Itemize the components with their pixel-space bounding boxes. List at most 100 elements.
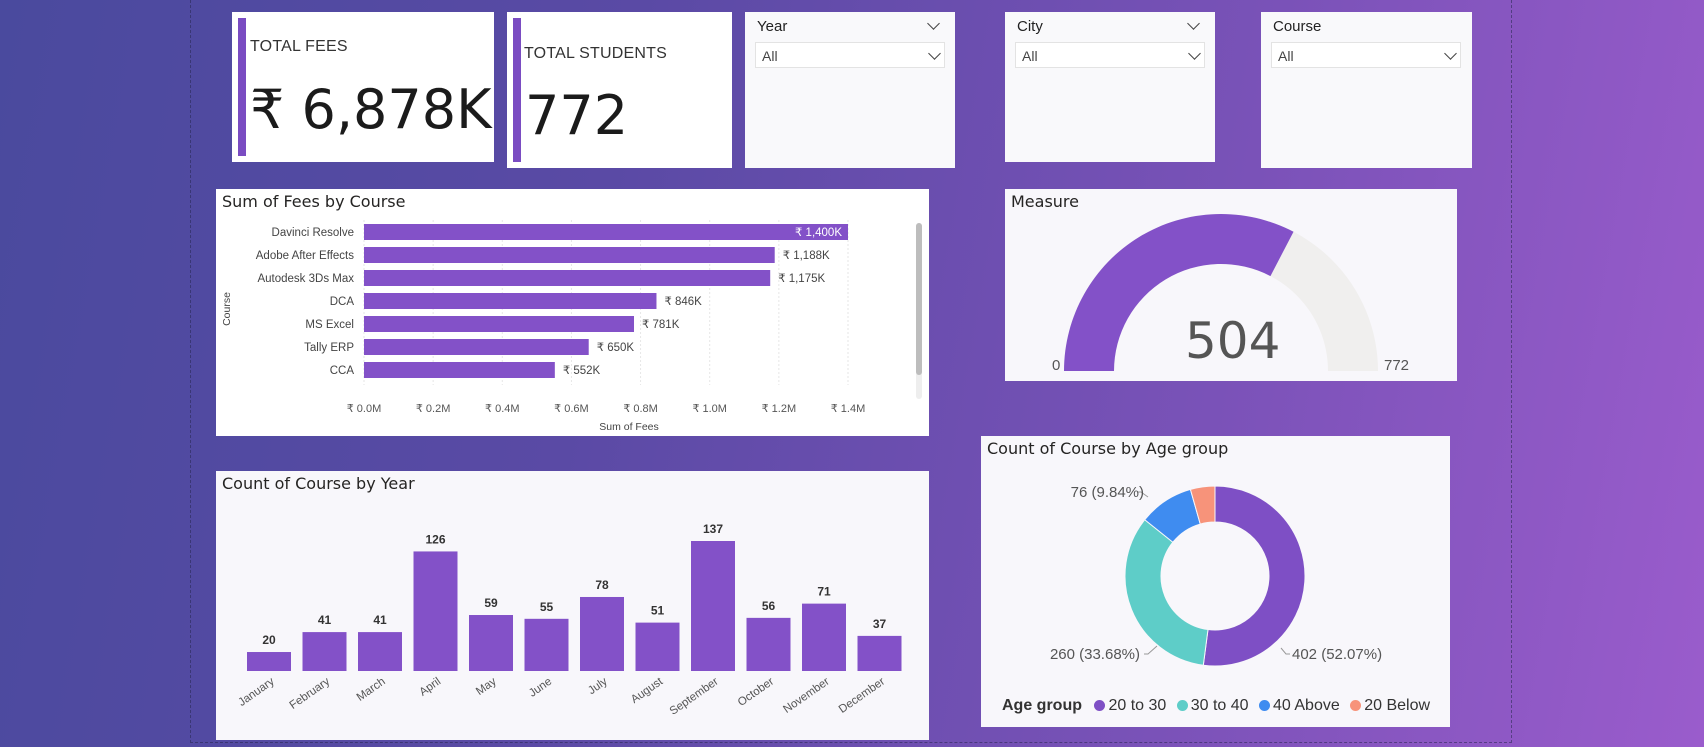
category-label: CCA [330,365,355,377]
age-legend: Age group 20 to 30 30 to 40 40 Above 20 … [1002,697,1430,715]
chevron-down-icon [1188,47,1201,60]
bar [469,615,513,671]
category-label: February [288,675,333,711]
total-students-label: TOTAL STUDENTS [524,45,667,62]
donut-slice [1124,519,1209,666]
city-dropdown-value: All [1022,48,1038,64]
city-slicer-title: City [1017,18,1043,35]
course-dropdown[interactable]: All [1271,42,1461,68]
scrollbar[interactable] [916,223,922,399]
data-label: ₹ 552K [563,365,601,377]
x-tick-label: ₹ 0.0M [347,403,382,415]
bar [364,339,589,355]
donut-slice [1202,485,1306,667]
data-label: 402 (52.07%) [1292,646,1382,663]
category-label: Davinci Resolve [272,227,354,239]
data-label: ₹ 781K [642,319,680,331]
legend-swatch [1259,700,1271,711]
chevron-down-icon[interactable] [927,17,940,30]
city-dropdown[interactable]: All [1015,42,1205,68]
legend-swatch [1094,700,1106,711]
legend-item[interactable]: 30 to 40 [1190,697,1249,714]
gauge-plot [1064,213,1378,371]
data-label: ₹ 1,175K [778,273,825,285]
category-label: December [837,676,887,716]
data-label: 260 (33.68%) [1050,646,1140,663]
x-tick-label: ₹ 0.2M [416,403,451,415]
bar [358,632,402,671]
category-label: Tally ERP [304,342,354,354]
data-label: ₹ 650K [597,342,635,354]
category-label: November [781,676,831,716]
fees-by-course-visual: Sum of Fees by Course ₹ 0.0M ₹ 0.2M ₹ 0.4M… [216,189,929,436]
report-canvas [190,0,1512,743]
x-tick-label: ₹ 0.4M [485,403,520,415]
donut-slice [1189,485,1216,525]
course-by-age-visual: Count of Course by Age group 402 (52.07%… [981,436,1450,727]
kpi-accent-bar [238,18,246,156]
data-label: 126 [425,532,445,546]
bar [580,596,624,671]
course-slicer-title: Course [1273,18,1322,35]
legend-item[interactable]: 40 Above [1273,697,1340,714]
data-label: 56 [762,599,776,613]
category-label: June [527,676,554,700]
bar [364,362,555,378]
bar [524,618,569,671]
data-label: 78 [595,578,609,592]
chevron-down-icon [1444,47,1457,60]
year-slicer: Year All [745,12,955,168]
age-chart-plot: 402 (52.07%) 260 (33.68%) 76 (9.84%) [1050,484,1382,667]
bar [247,652,291,671]
x-tick-label: ₹ 1.4M [831,403,866,415]
total-students-card: TOTAL STUDENTS 772 [507,12,732,168]
data-label: ₹ 1,400K [795,227,842,239]
data-label: ₹ 1,188K [783,250,830,262]
chevron-down-icon[interactable] [1187,17,1200,30]
fees-chart-plot: ₹ 0.0M ₹ 0.2M ₹ 0.4M ₹ 0.6M ₹ 0.8M ₹ 1.0M ₹ 1.… [221,220,866,433]
x-axis-title: Sum of Fees [599,421,659,433]
bar [364,224,848,240]
course-by-year-visual: Count of Course by Year 20 January 41 Febru… [216,471,929,740]
data-label: 51 [651,604,665,618]
bar [364,316,635,332]
data-label: 137 [703,522,723,536]
category-label: March [355,676,388,704]
measure-gauge-visual: Measure 504 0 772 [1005,189,1457,381]
category-label: Adobe After Effects [256,250,354,262]
category-label: April [417,676,443,699]
category-label: October [736,676,777,709]
gauge-min-label: 0 [1052,357,1061,374]
data-label: 55 [540,600,554,614]
bar [857,635,902,671]
course-dropdown-value: All [1278,48,1294,64]
category-label: July [586,675,610,697]
bar [746,617,791,671]
age-chart-title: Count of Course by Age group [987,439,1229,458]
category-label: DCA [330,296,355,308]
x-tick-label: ₹ 1.0M [692,403,727,415]
bar [802,603,846,671]
data-label: 41 [318,613,332,627]
bar [691,541,735,671]
scrollbar-thumb[interactable] [916,223,922,375]
total-fees-value: ₹ 6,878K [250,78,492,141]
leader-line [1137,491,1149,498]
year-chart-title: Count of Course by Year [222,474,415,493]
course-slicer: Course All [1261,12,1472,168]
y-axis-title: Course [221,292,233,326]
year-dropdown[interactable]: All [755,42,945,68]
bar [302,632,347,671]
bar [413,551,458,671]
category-label: September [668,676,721,718]
leader-line [1144,645,1158,655]
legend-item[interactable]: 20 to 30 [1108,697,1167,714]
data-label: 71 [817,585,831,599]
category-label: May [474,675,499,697]
year-chart-plot: 20 January 41 February 41 March 126 April 59 May 5… [236,522,902,718]
total-students-value: 772 [525,84,629,147]
gauge-max-label: 772 [1384,357,1410,374]
leader-line [1280,647,1290,655]
category-label: Autodesk 3Ds Max [257,273,354,285]
legend-item[interactable]: 20 Below [1364,697,1431,714]
